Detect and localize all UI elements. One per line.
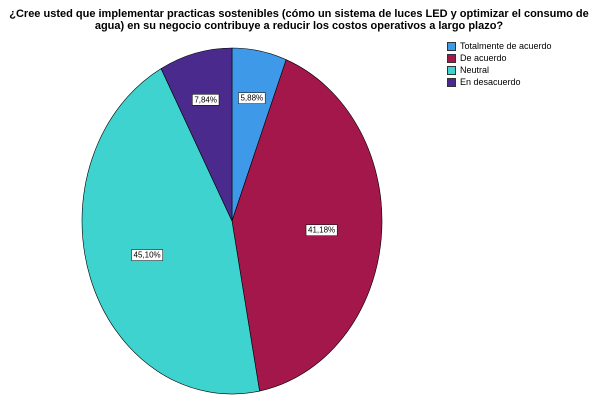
chart-title: ¿Cree usted que implementar practicas so… (0, 8, 598, 32)
data-label-box (192, 94, 220, 106)
chart-title-line-2: agua) en su negocio contribuye a reducir… (94, 20, 504, 32)
legend-swatch (447, 53, 456, 63)
legend-swatch (447, 65, 456, 75)
data-label-neutral: 45,10% (134, 251, 161, 260)
pie-labels: 5,88% 41,18% 45,10% 7,84% (131, 92, 338, 261)
chart-title-line-1: ¿Cree usted que implementar practicas so… (9, 8, 589, 20)
legend-label: En desacuerdo (460, 77, 521, 87)
legend-item-neutral: Neutral (447, 64, 552, 76)
data-label-en-desacuerdo: 7,84% (194, 95, 217, 104)
pie-slices (81, 47, 383, 395)
legend-label: Neutral (460, 65, 490, 75)
data-label-box (131, 249, 163, 261)
legend-item-en-desacuerdo: En desacuerdo (447, 76, 552, 88)
legend-swatch (447, 41, 456, 51)
legend-label: De acuerdo (460, 53, 507, 63)
data-label-box (238, 92, 266, 104)
legend-item-totalmente-de-acuerdo: Totalmente de acuerdo (447, 40, 552, 52)
pie-slice-neutral (81, 68, 260, 395)
pie-slice-en-desacuerdo (160, 47, 233, 222)
data-label-box (305, 224, 338, 236)
legend-label: Totalmente de acuerdo (460, 41, 552, 51)
legend-swatch (447, 77, 456, 87)
legend-item-de-acuerdo: De acuerdo (447, 52, 552, 64)
data-label-totalmente-de-acuerdo: 5,88% (240, 94, 263, 103)
legend: Totalmente de acuerdo De acuerdo Neutral… (447, 40, 552, 88)
data-label-de-acuerdo: 41,18% (308, 226, 335, 235)
